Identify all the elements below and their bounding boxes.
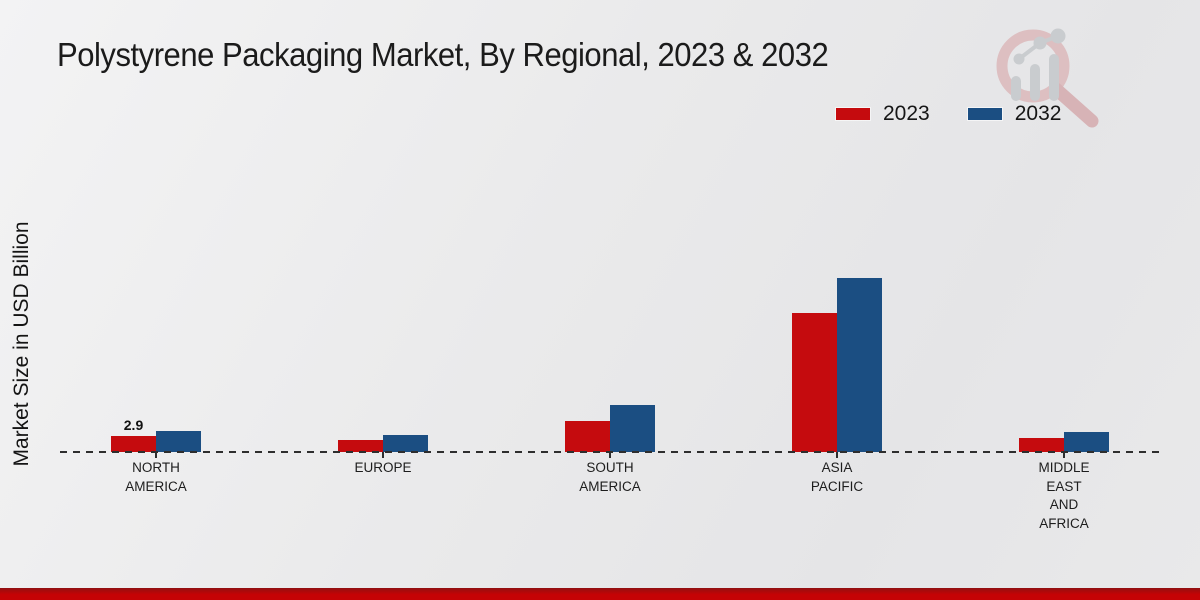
- legend-swatch-2032-icon: [967, 108, 1002, 120]
- category-label-asia-pacific: ASIA PACIFIC: [810, 460, 864, 494]
- bar-2023-europe: [338, 440, 383, 452]
- bar-2023-middle-east-and-africa: [1019, 438, 1064, 452]
- value-label-2023-north-america: 2.9: [123, 417, 144, 433]
- category-label-middle-east-and-africa: MIDDLE EAST AND AFRICA: [1038, 460, 1090, 531]
- axis-tick-middle-east-and-africa: [1063, 452, 1065, 458]
- bar-2032-middle-east-and-africa: [1064, 432, 1109, 452]
- bar-2023-asia-pacific: [792, 313, 837, 452]
- legend-item-2023: 2023: [836, 102, 930, 126]
- bar-2032-north-america: [156, 431, 201, 452]
- footer-accent-bar: [0, 588, 1200, 600]
- legend-label-2023: 2023: [883, 102, 930, 125]
- legend-item-2032: 2032: [967, 102, 1062, 126]
- category-label-north-america: NORTH AMERICA: [125, 460, 187, 494]
- bar-2023-south-america: [565, 421, 610, 452]
- axis-tick-north-america: [155, 452, 157, 458]
- bar-2023-north-america: [111, 436, 156, 452]
- legend-label-2032: 2032: [1014, 102, 1062, 125]
- chart-legend: 2023 2032: [836, 102, 1061, 126]
- axis-tick-asia-pacific: [836, 452, 838, 458]
- bar-2032-asia-pacific: [837, 278, 882, 452]
- bar-2032-south-america: [610, 405, 655, 452]
- category-label-south-america: SOUTH AMERICA: [579, 460, 641, 494]
- axis-tick-europe: [382, 452, 384, 458]
- legend-swatch-2023-icon: [836, 108, 870, 120]
- bar-2032-europe: [383, 435, 428, 452]
- chart-title: Polystyrene Packaging Market, By Regiona…: [57, 36, 829, 73]
- x-axis-baseline: [60, 451, 1162, 453]
- axis-tick-south-america: [609, 452, 611, 458]
- magnifier-bar-chart-logo-icon: [996, 28, 1099, 128]
- category-label-europe: EUROPE: [354, 460, 412, 475]
